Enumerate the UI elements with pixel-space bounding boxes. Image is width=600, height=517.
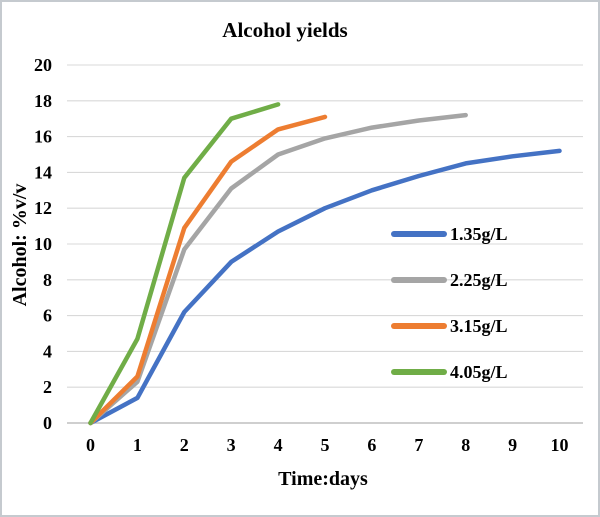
- y-tick-label: 0: [43, 413, 52, 433]
- y-tick-label: 6: [43, 306, 52, 326]
- x-axis-title: Time:days: [278, 468, 368, 490]
- y-tick-label: 20: [34, 55, 52, 75]
- series-line-3.15g/L: [88, 114, 328, 426]
- x-tick-label: 1: [133, 435, 142, 455]
- series-line-1.35g/L: [88, 148, 562, 426]
- x-tick-label: 4: [274, 435, 283, 455]
- chart-title: Alcohol yields: [222, 18, 348, 42]
- series-line-2.25g/L: [88, 112, 468, 426]
- y-tick-label: 16: [34, 127, 52, 147]
- x-tick-label: 0: [86, 435, 95, 455]
- y-tick-label: 2: [43, 377, 52, 397]
- y-tick-label: 8: [43, 270, 52, 290]
- legend-label-1.35g/L: 1.35g/L: [450, 224, 508, 244]
- y-tick-label: 10: [34, 234, 52, 254]
- legend-label-3.15g/L: 3.15g/L: [450, 316, 508, 336]
- y-tick-label: 14: [34, 162, 52, 182]
- x-tick-label: 2: [180, 435, 189, 455]
- x-tick-label: 7: [414, 435, 423, 455]
- x-tick-label: 8: [461, 435, 470, 455]
- x-tick-label: 10: [551, 435, 569, 455]
- y-tick-label: 4: [43, 341, 52, 361]
- x-tick-label: 5: [321, 435, 330, 455]
- y-tick-label: 12: [34, 198, 52, 218]
- y-axis-title: Alcohol: %v/v: [9, 183, 31, 307]
- series-line-4.05g/L: [88, 102, 281, 426]
- legend-label-4.05g/L: 4.05g/L: [450, 362, 508, 382]
- x-tick-label: 3: [227, 435, 236, 455]
- y-tick-label: 18: [34, 91, 52, 111]
- x-tick-label: 9: [508, 435, 517, 455]
- x-tick-label: 6: [367, 435, 376, 455]
- legend-label-2.25g/L: 2.25g/L: [450, 270, 508, 290]
